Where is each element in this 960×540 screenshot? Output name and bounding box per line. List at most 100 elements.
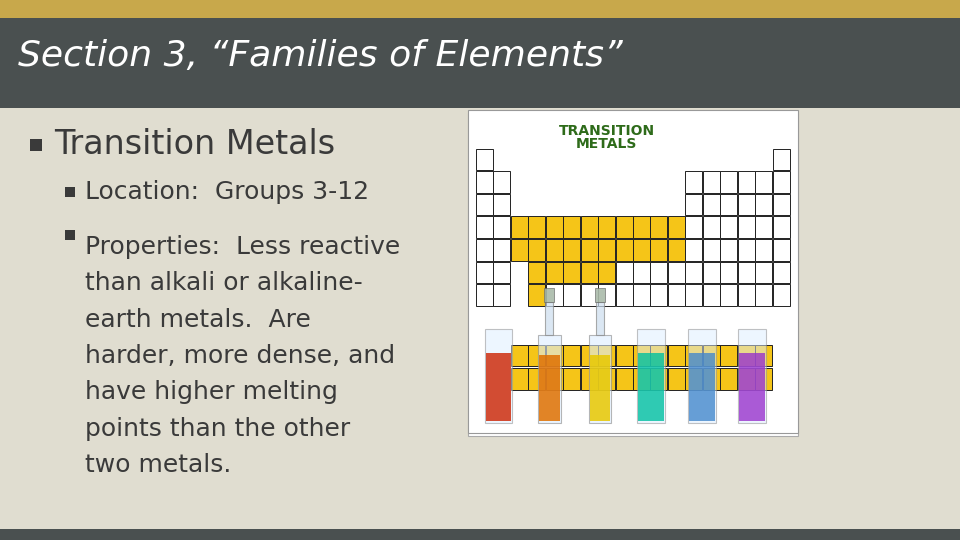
Bar: [756, 368, 772, 390]
Bar: [511, 217, 528, 238]
Bar: [668, 284, 684, 306]
Bar: [546, 368, 563, 390]
Bar: [65, 230, 75, 240]
Bar: [720, 284, 737, 306]
Bar: [720, 261, 737, 283]
Bar: [528, 345, 545, 366]
Bar: [756, 239, 772, 260]
Bar: [651, 368, 667, 390]
Bar: [581, 284, 598, 306]
Bar: [703, 284, 720, 306]
Bar: [544, 288, 554, 302]
Bar: [564, 239, 580, 260]
Bar: [633, 239, 650, 260]
Bar: [737, 217, 755, 238]
Bar: [493, 194, 511, 215]
Bar: [651, 284, 667, 306]
Bar: [564, 284, 580, 306]
Bar: [30, 139, 42, 151]
Bar: [703, 171, 720, 193]
Bar: [636, 329, 664, 423]
Bar: [476, 149, 492, 171]
Bar: [493, 239, 511, 260]
Bar: [685, 368, 703, 390]
Bar: [511, 368, 528, 390]
Bar: [685, 194, 703, 215]
Bar: [738, 329, 766, 423]
Bar: [633, 345, 650, 366]
Bar: [546, 239, 563, 260]
Bar: [688, 353, 714, 421]
Bar: [737, 194, 755, 215]
Bar: [581, 217, 598, 238]
Bar: [564, 217, 580, 238]
Bar: [476, 284, 492, 306]
Bar: [737, 171, 755, 193]
Bar: [685, 261, 703, 283]
Bar: [737, 368, 755, 390]
Bar: [493, 217, 511, 238]
Bar: [651, 217, 667, 238]
Bar: [720, 217, 737, 238]
Bar: [668, 345, 684, 366]
Bar: [651, 239, 667, 260]
Bar: [615, 239, 633, 260]
Bar: [65, 187, 75, 197]
Bar: [0, 0, 960, 18]
Bar: [546, 284, 563, 306]
Bar: [528, 284, 545, 306]
Bar: [737, 239, 755, 260]
Bar: [528, 261, 545, 283]
Bar: [773, 284, 789, 306]
Bar: [468, 110, 798, 433]
Bar: [685, 345, 703, 366]
Bar: [589, 355, 611, 421]
Bar: [703, 239, 720, 260]
Bar: [651, 345, 667, 366]
Bar: [633, 261, 650, 283]
Bar: [703, 345, 720, 366]
Bar: [528, 217, 545, 238]
Bar: [633, 368, 650, 390]
Bar: [581, 368, 598, 390]
Bar: [468, 113, 798, 436]
Bar: [685, 239, 703, 260]
Text: Properties:  Less reactive
than alkali or alkaline-
earth metals.  Are
harder, m: Properties: Less reactive than alkali or…: [85, 235, 400, 477]
Bar: [773, 217, 789, 238]
Bar: [637, 353, 663, 421]
Text: Section 3, “Families of Elements”: Section 3, “Families of Elements”: [18, 39, 623, 73]
Bar: [598, 217, 615, 238]
Bar: [651, 261, 667, 283]
Bar: [581, 261, 598, 283]
Bar: [668, 261, 684, 283]
Bar: [756, 261, 772, 283]
Bar: [756, 284, 772, 306]
Text: METALS: METALS: [576, 137, 637, 151]
Bar: [546, 261, 563, 283]
Bar: [737, 284, 755, 306]
Bar: [476, 261, 492, 283]
Bar: [773, 239, 789, 260]
Bar: [773, 149, 789, 171]
Text: Transition Metals: Transition Metals: [54, 129, 335, 161]
Bar: [545, 302, 553, 335]
Bar: [633, 284, 650, 306]
Bar: [615, 345, 633, 366]
Bar: [739, 353, 765, 421]
Bar: [756, 345, 772, 366]
Bar: [703, 217, 720, 238]
Bar: [595, 288, 605, 302]
Bar: [720, 345, 737, 366]
Bar: [476, 194, 492, 215]
Bar: [756, 194, 772, 215]
Bar: [546, 217, 563, 238]
Bar: [720, 171, 737, 193]
Bar: [737, 345, 755, 366]
Bar: [703, 368, 720, 390]
Bar: [598, 261, 615, 283]
Bar: [773, 171, 789, 193]
Bar: [598, 345, 615, 366]
Bar: [703, 194, 720, 215]
Bar: [528, 368, 545, 390]
Text: Location:  Groups 3-12: Location: Groups 3-12: [85, 180, 370, 204]
